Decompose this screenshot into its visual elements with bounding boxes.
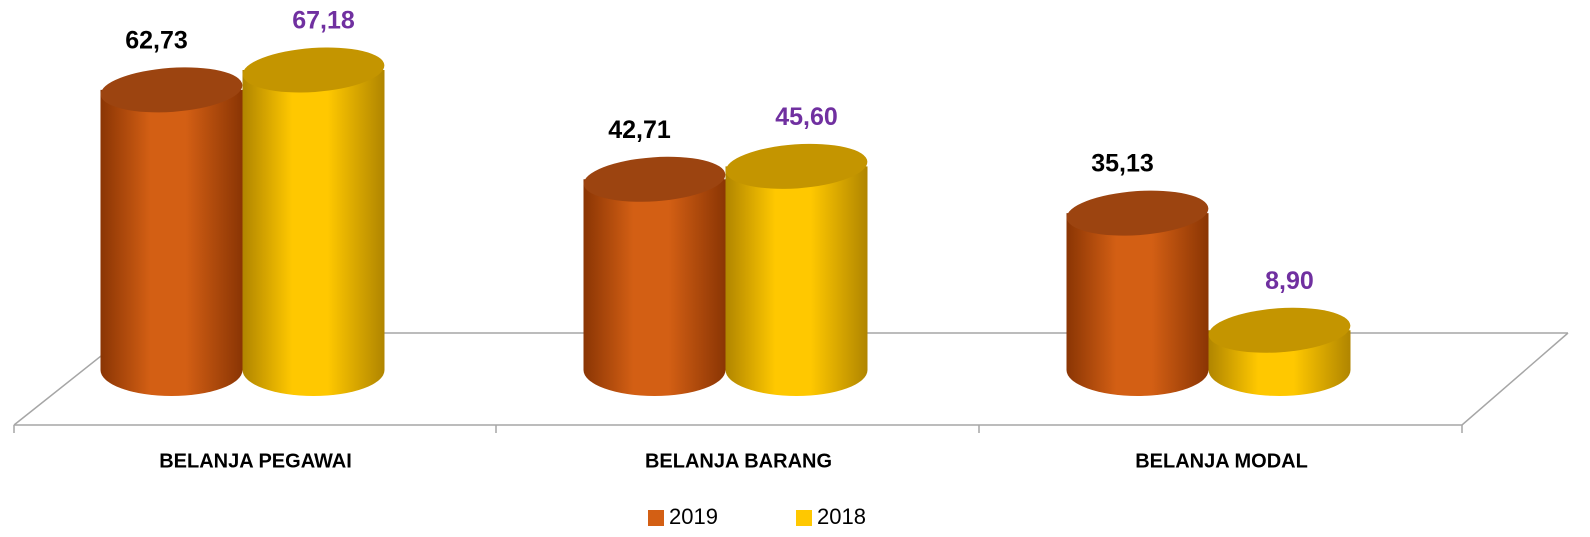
legend-label: 2019 [669, 504, 718, 529]
cylinder [725, 143, 868, 397]
x-tick-label: BELANJA BARANG [645, 450, 832, 472]
bar-top [1208, 307, 1351, 353]
bar-top [583, 156, 726, 202]
cylinder [242, 47, 385, 397]
legend-swatch [648, 510, 664, 526]
cylinder [1066, 190, 1209, 396]
cylinder [100, 67, 243, 397]
bar-top [100, 67, 243, 113]
bar [725, 166, 868, 397]
legend-swatch [796, 510, 812, 526]
bar-top [1066, 190, 1209, 236]
value-label: 62,73 [125, 26, 188, 54]
x-tick-label: BELANJA PEGAWAI [159, 450, 352, 472]
bar [242, 70, 385, 397]
bar-top [242, 47, 385, 93]
bar [583, 179, 726, 397]
bar [1066, 213, 1209, 396]
legend-label: 2018 [817, 504, 866, 529]
value-label: 67,18 [292, 7, 355, 35]
value-label: 35,13 [1091, 150, 1154, 178]
value-label: 8,90 [1265, 267, 1314, 295]
cylinder [1208, 307, 1351, 397]
value-label: 42,71 [608, 116, 671, 144]
cylinder [583, 156, 726, 397]
value-label: 45,60 [775, 103, 838, 131]
bar-top [725, 143, 868, 189]
x-tick-label: BELANJA MODAL [1135, 450, 1308, 472]
bar [100, 89, 243, 397]
